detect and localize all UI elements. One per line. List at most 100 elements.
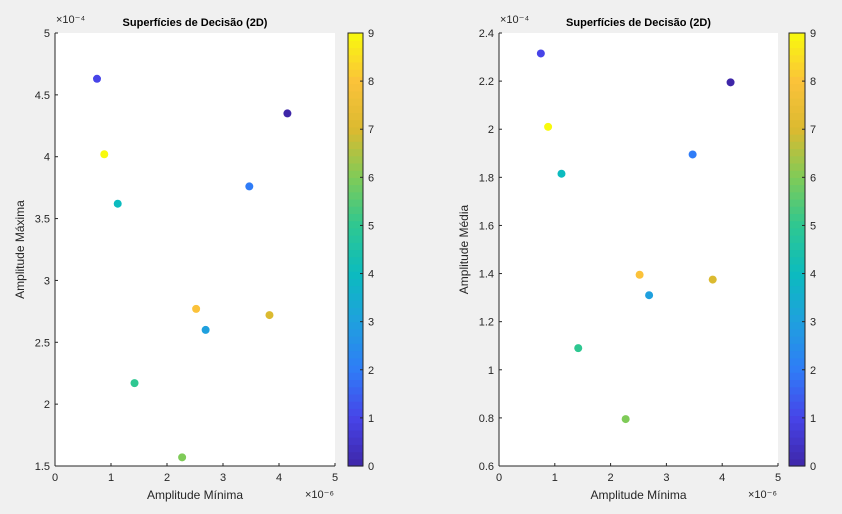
data-point-class-1 (536, 49, 545, 58)
colorbar-segment (789, 76, 805, 85)
colorbar-segment (789, 90, 805, 99)
y-axis-label: Amplitude Média (457, 204, 471, 294)
colorbar-tick-label: 6 (368, 172, 374, 184)
colorbar-segment (789, 300, 805, 308)
data-point-class-8 (192, 304, 201, 313)
colorbar-segment (789, 198, 805, 207)
data-point-class-7 (265, 311, 274, 320)
colorbar-tick-label: 0 (368, 461, 374, 473)
colorbar-segment (348, 69, 363, 77)
y-tick-label: 3.5 (35, 214, 50, 226)
colorbar-segment (348, 451, 363, 460)
colorbar-segment (348, 126, 363, 135)
colorbar-segment (348, 364, 363, 373)
data-point-class-0 (283, 109, 292, 118)
colorbar-segment (789, 249, 805, 258)
colorbar-segment (789, 184, 805, 193)
colorbar-segment (789, 307, 805, 316)
colorbar-segment (789, 437, 805, 445)
data-point-class-6 (178, 453, 187, 462)
y-tick-label: 2.5 (35, 337, 50, 349)
colorbar-segment (789, 408, 805, 417)
y-tick-label: 1.5 (35, 461, 50, 473)
data-point-class-7 (708, 275, 717, 284)
colorbar-segment (348, 328, 363, 337)
colorbar-segment (348, 386, 363, 395)
colorbar-segment (348, 415, 363, 424)
colorbar-segment (789, 47, 805, 56)
data-point-class-3 (201, 325, 210, 334)
colorbar-segment (789, 112, 805, 121)
colorbar-segment (348, 90, 363, 99)
colorbar-tick-label: 8 (810, 76, 816, 88)
colorbar-segment (348, 408, 363, 417)
colorbar-segment (789, 393, 805, 402)
colorbar-frame (347, 32, 364, 467)
x-tick-label: 0 (496, 472, 502, 484)
colorbar-tick-label: 2 (810, 365, 816, 377)
colorbar-segment (789, 271, 805, 279)
colorbar-segment (789, 191, 805, 200)
colorbar-segment (348, 97, 363, 106)
y-tick-label: 2 (488, 124, 494, 136)
x-tick-label: 1 (108, 472, 114, 484)
colorbar-segment (348, 191, 363, 200)
y-exponent-label: ×10⁻⁴ (500, 14, 529, 26)
colorbar-segment (789, 61, 805, 70)
colorbar-segment (348, 343, 363, 352)
colorbar-segment (348, 33, 363, 41)
colorbar-segment (789, 40, 805, 49)
colorbar-segment (348, 134, 363, 142)
colorbar-segment (789, 54, 805, 63)
y-tick-label: 2.4 (479, 28, 494, 40)
y-tick-label: 1.6 (479, 220, 494, 232)
colorbar-segment (789, 379, 805, 388)
colorbar-segment (348, 357, 363, 366)
colorbar-segment (348, 401, 363, 409)
colorbar-segment (348, 40, 363, 49)
colorbar-segment (348, 393, 363, 402)
colorbar-segment (789, 126, 805, 135)
colorbar-frame (788, 32, 806, 467)
y-tick-label: 3 (44, 275, 50, 287)
colorbar-segment (789, 372, 805, 380)
colorbar-tick-label: 2 (368, 365, 374, 377)
colorbar-segment (789, 263, 805, 272)
colorbar-segment (789, 292, 805, 301)
colorbar-segment (348, 336, 363, 344)
chart-1: 0 1 2 3 4 5 1.5 2 2.5 3 3.5 4 4.5 5 ×10⁻⁴ ×10⁻⁶ Superfíc… (13, 14, 374, 502)
colorbar-segment (789, 278, 805, 287)
x-tick-label: 3 (220, 472, 226, 484)
colorbar-segment (789, 422, 805, 431)
colorbar-segment (348, 220, 363, 229)
colorbar-segment (348, 292, 363, 301)
colorbar-segment (789, 285, 805, 294)
colorbar-segment (789, 415, 805, 424)
colorbar-tick-label: 7 (368, 124, 374, 136)
colorbar-segment (789, 227, 805, 236)
colorbar-tick-label: 1 (368, 413, 374, 425)
x-tick-label: 5 (775, 472, 781, 484)
y-tick-label: 5 (44, 28, 50, 40)
x-exponent-label: ×10⁻⁶ (305, 489, 334, 501)
colorbar-segment (348, 444, 363, 453)
colorbar-segment (348, 162, 363, 171)
data-point-class-5 (130, 379, 139, 388)
colorbar-segment (789, 83, 805, 92)
colorbar-segment (789, 364, 805, 373)
colorbar-segment (348, 155, 363, 164)
colorbar-segment (348, 321, 363, 330)
colorbar-segment (348, 249, 363, 258)
colorbar-segment (348, 379, 363, 388)
colorbar-segment (348, 458, 363, 467)
colorbar-segment (348, 437, 363, 445)
colorbar-segment (348, 429, 363, 438)
y-tick-label: 2.2 (479, 76, 494, 88)
colorbar-segment (348, 61, 363, 70)
data-point-class-6 (621, 415, 630, 424)
colorbar-tick-label: 4 (810, 269, 816, 281)
colorbar-tick-label: 7 (810, 124, 816, 136)
colorbar-segment (789, 343, 805, 352)
colorbar-segment (348, 213, 363, 222)
colorbar-segment (348, 54, 363, 63)
